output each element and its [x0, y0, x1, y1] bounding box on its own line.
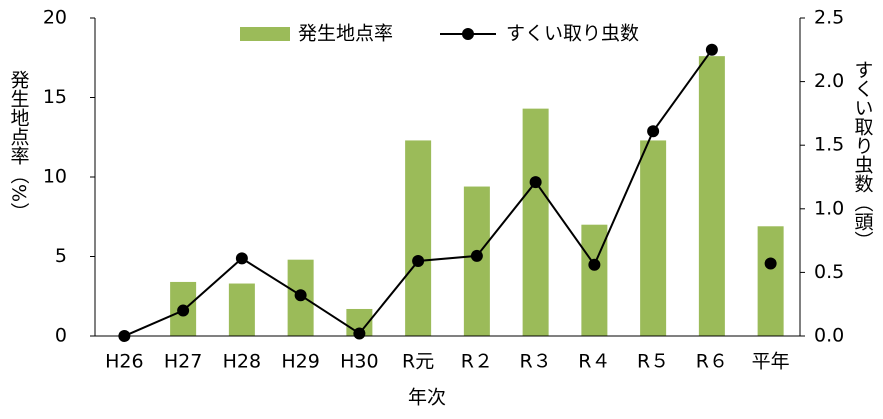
- line-marker: [705, 43, 718, 56]
- legend-label: すくい取り虫数: [506, 23, 639, 45]
- legend-label: 発生地点率: [298, 23, 393, 45]
- y2-tick-label: 0.0: [814, 325, 844, 347]
- bar: [228, 283, 255, 336]
- x-axis-title: 年次: [408, 387, 446, 409]
- line-marker: [470, 249, 483, 262]
- line-marker: [353, 327, 366, 340]
- line-marker: [588, 258, 601, 271]
- bar: [640, 140, 667, 336]
- line-marker: [294, 289, 307, 302]
- line-marker: [412, 254, 425, 267]
- x-tick-label: R３: [520, 351, 552, 373]
- line-marker: [529, 176, 542, 189]
- legend-swatch: [240, 27, 290, 41]
- bar: [405, 140, 432, 336]
- line-marker: [235, 252, 248, 265]
- legend-swatch: [462, 28, 474, 40]
- x-tick-label: H28: [223, 351, 261, 373]
- bar: [698, 56, 725, 336]
- y2-tick-label: 2.0: [814, 70, 844, 92]
- y2-axis-title: すくい取り虫数（頭）: [852, 60, 874, 250]
- y-tick-label: 5: [55, 245, 67, 267]
- y-tick-label: 0: [55, 325, 67, 347]
- bar: [522, 108, 549, 336]
- x-tick-label: H29: [281, 351, 319, 373]
- x-tick-label: R５: [637, 351, 669, 373]
- x-tick-label: R４: [578, 351, 610, 373]
- x-tick-label: H27: [164, 351, 202, 373]
- bar: [757, 226, 784, 336]
- x-tick-label: R６: [696, 351, 728, 373]
- y-axis-title: 発生地点率（%）: [8, 70, 30, 221]
- y-tick-label: 10: [43, 166, 67, 188]
- y-tick-label: 20: [43, 7, 67, 29]
- y2-tick-label: 2.5: [814, 7, 844, 29]
- x-tick-label: R２: [461, 351, 493, 373]
- y-tick-label: 15: [43, 86, 67, 108]
- x-tick-label: 平年: [752, 351, 790, 373]
- line-marker: [647, 125, 660, 138]
- line-marker: [177, 304, 190, 317]
- y2-tick-label: 1.0: [814, 197, 844, 219]
- x-tick-label: H26: [105, 351, 143, 373]
- x-tick-label: H30: [340, 351, 378, 373]
- y2-tick-label: 0.5: [814, 261, 844, 283]
- y2-tick-label: 1.5: [814, 134, 844, 156]
- line-marker: [764, 257, 777, 270]
- bar: [581, 224, 608, 336]
- x-tick-label: R元: [402, 351, 434, 373]
